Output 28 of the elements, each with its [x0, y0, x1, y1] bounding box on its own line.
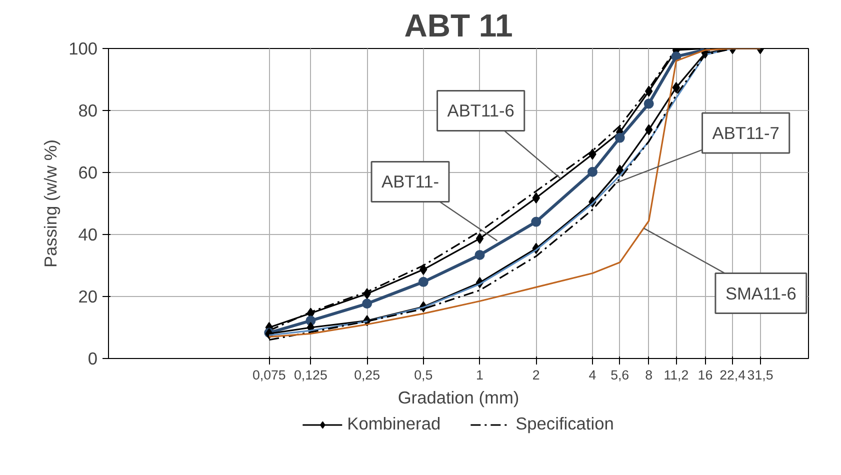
- y-axis-title: Passing (w/w %): [40, 139, 61, 268]
- x-tick-label: 5,6: [610, 368, 630, 382]
- y-tick-label: 100: [68, 38, 98, 58]
- annotation: ABT11-: [382, 172, 439, 192]
- x-tick-label: 2: [532, 368, 540, 382]
- x-tick-label: 0,5: [414, 368, 433, 382]
- x-tick-label: 11,2: [664, 368, 689, 382]
- x-tick-label: 8: [645, 368, 653, 382]
- y-tick-label: 60: [78, 162, 98, 182]
- annotation: SMA11-6: [725, 283, 796, 304]
- chart-title: ABT 11: [404, 8, 513, 44]
- legend-label: Specification: [516, 414, 614, 434]
- x-tick-label: 31,5: [747, 368, 774, 382]
- y-tick-label: 20: [78, 286, 98, 306]
- x-tick-label: 22,4: [720, 368, 746, 382]
- annotation: ABT11-6: [447, 100, 514, 121]
- y-tick-label: 40: [78, 224, 98, 244]
- x-axis-title: Gradation (mm): [398, 388, 520, 408]
- x-tick-label: 16: [698, 368, 713, 382]
- x-tick-label: 4: [588, 368, 597, 382]
- x-tick-label: 0,25: [354, 368, 380, 382]
- annotation: ABT11-7: [712, 123, 780, 144]
- x-tick-label: 0,075: [252, 368, 286, 382]
- y-tick-label: 0: [88, 348, 98, 368]
- x-tick-label: 0,125: [294, 368, 328, 382]
- y-tick-label: 80: [78, 100, 98, 120]
- legend-label: Kombinerad: [347, 414, 441, 434]
- x-tick-label: 1: [476, 368, 484, 382]
